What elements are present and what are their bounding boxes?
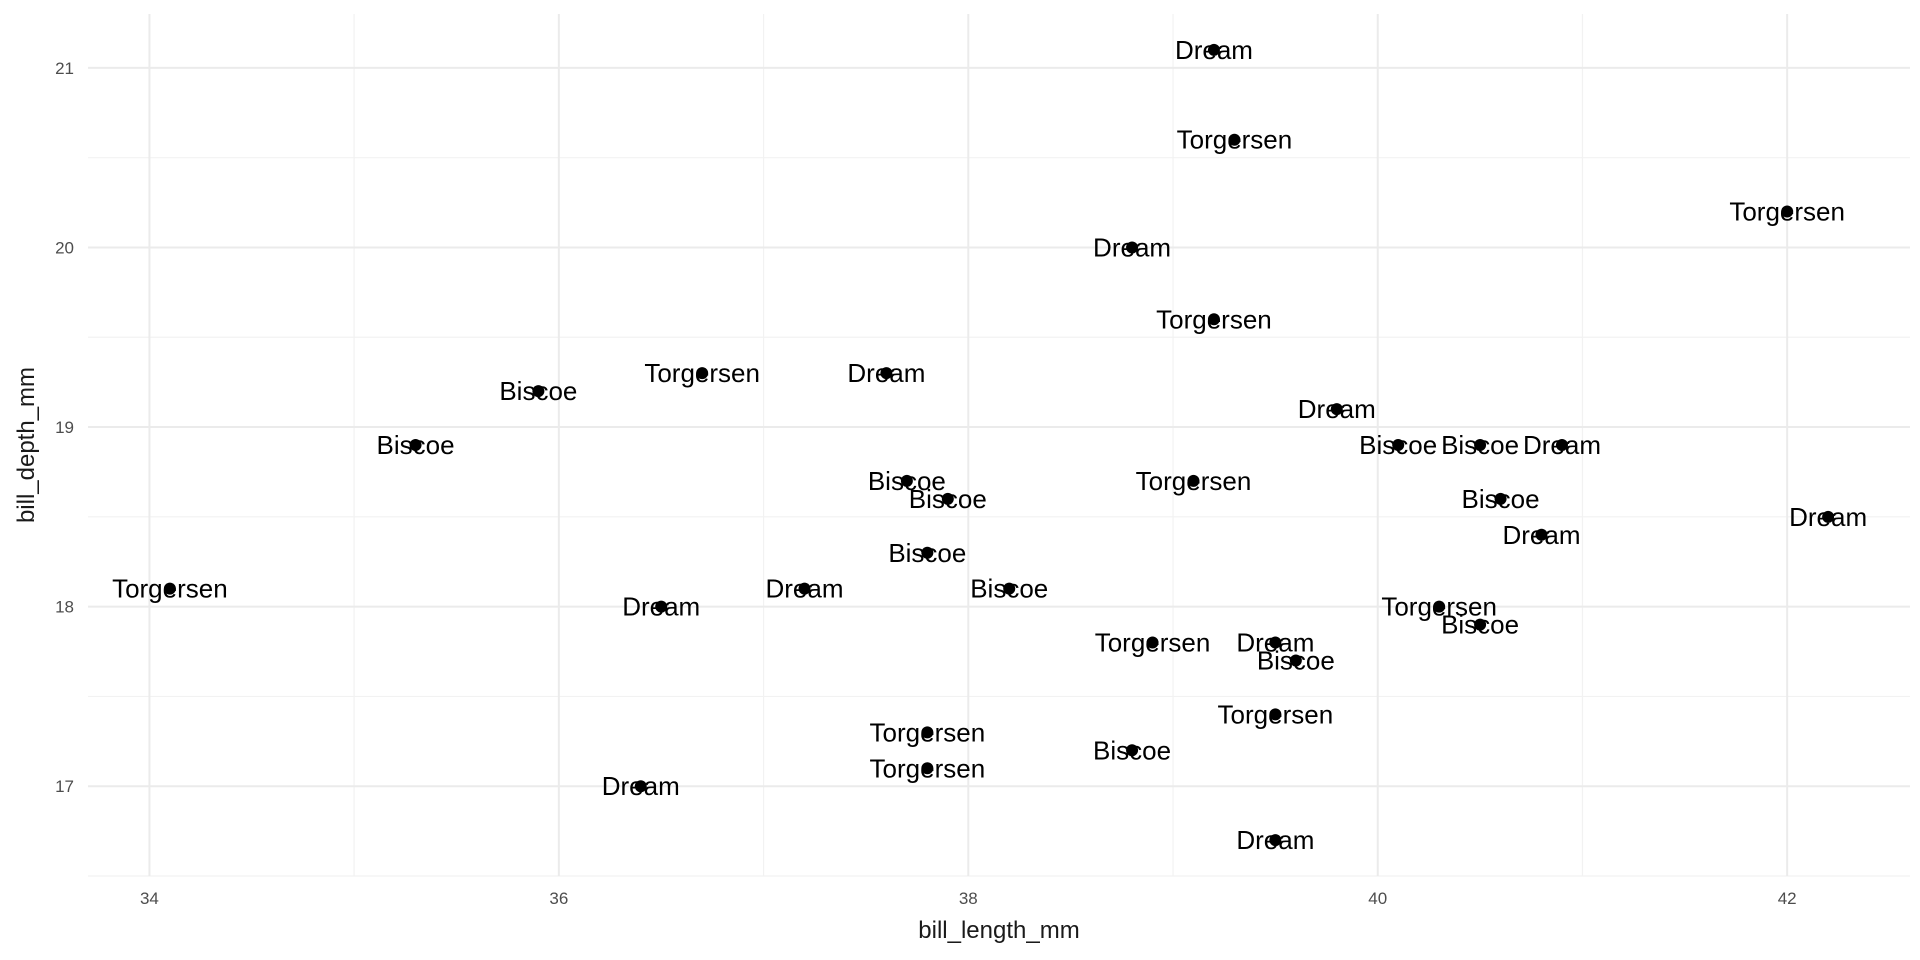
x-tick-label: 38	[959, 889, 978, 908]
x-tick-label: 40	[1368, 889, 1387, 908]
point-label: Dream	[1175, 35, 1253, 65]
point-label: Torgersen	[1095, 628, 1211, 658]
minor-gridlines	[88, 14, 1910, 877]
point-label: Torgersen	[870, 753, 986, 783]
point-labels: DreamTorgersenTorgersenDreamTorgersenBis…	[112, 35, 1867, 855]
point-label: Torgersen	[1136, 466, 1252, 496]
major-gridlines	[88, 14, 1910, 876]
point-label: Biscoe	[499, 376, 577, 406]
point-label: Torgersen	[1218, 699, 1334, 729]
point-label: Biscoe	[1093, 735, 1171, 765]
point-label: Biscoe	[1359, 430, 1437, 460]
y-axis-title: bill_depth_mm	[13, 367, 40, 523]
y-tick-label: 20	[55, 238, 74, 257]
point-label: Dream	[847, 358, 925, 388]
point-label: Biscoe	[1441, 610, 1519, 640]
data-point	[409, 439, 422, 451]
point-label: Biscoe	[1462, 484, 1540, 514]
data-point	[1003, 582, 1016, 595]
point-label: Dream	[1789, 502, 1867, 532]
data-point	[1228, 133, 1241, 146]
point-label: Torgersen	[1729, 197, 1845, 227]
data-point	[1146, 636, 1159, 649]
point-label: Biscoe	[377, 430, 455, 460]
data-point	[1474, 439, 1487, 451]
point-label: Dream	[1502, 520, 1580, 550]
point-label: Biscoe	[1441, 430, 1519, 460]
y-tick-label: 18	[55, 598, 74, 617]
point-label: Biscoe	[1257, 646, 1335, 676]
y-axis-ticks: 17 18 19 20 21	[55, 59, 74, 796]
data-point	[1433, 600, 1446, 613]
data-point	[1822, 510, 1835, 523]
point-label: Dream	[1298, 394, 1376, 424]
data-point	[1269, 636, 1282, 649]
y-tick-label: 19	[55, 418, 74, 437]
data-point	[1392, 439, 1405, 451]
data-point	[900, 474, 913, 487]
data-point	[921, 762, 934, 775]
point-label: Torgersen	[870, 717, 986, 747]
data-point	[1330, 403, 1343, 416]
data-point	[634, 780, 647, 793]
data-point	[163, 582, 176, 595]
data-point	[1781, 205, 1794, 218]
x-tick-label: 42	[1778, 889, 1797, 908]
x-tick-label: 36	[549, 889, 568, 908]
data-point	[941, 492, 954, 505]
point-label: Dream	[1093, 232, 1171, 262]
y-tick-label: 17	[55, 777, 74, 796]
point-label: Torgersen	[1177, 125, 1293, 155]
y-tick-label: 21	[55, 59, 74, 78]
point-label: Torgersen	[1381, 592, 1497, 622]
point-label: Dream	[766, 574, 844, 604]
point-label: Biscoe	[970, 574, 1048, 604]
data-point	[1269, 834, 1282, 847]
point-label: Biscoe	[909, 484, 987, 514]
point-label: Dream	[1236, 628, 1314, 658]
data-point	[1289, 654, 1302, 667]
data-point	[655, 600, 668, 613]
data-point	[1474, 618, 1487, 631]
x-tick-label: 34	[140, 889, 159, 908]
data-point	[880, 367, 893, 380]
data-point	[1207, 313, 1220, 326]
point-label: Torgersen	[112, 574, 228, 604]
point-label: Biscoe	[888, 538, 966, 568]
data-point	[1535, 528, 1548, 541]
data-point	[921, 726, 934, 739]
x-axis-title: bill_length_mm	[918, 917, 1079, 944]
data-point	[1207, 43, 1220, 56]
data-point	[696, 367, 709, 380]
point-label: Biscoe	[868, 466, 946, 496]
data-point	[532, 385, 545, 398]
data-points	[163, 43, 1835, 847]
point-label: Dream	[1236, 825, 1314, 855]
point-label: Dream	[1523, 430, 1601, 460]
data-point	[1555, 439, 1568, 451]
data-point	[1126, 744, 1139, 757]
data-point	[798, 582, 811, 595]
x-axis-ticks: 34 36 38 40 42	[140, 889, 1797, 908]
data-point	[1494, 492, 1507, 505]
data-point	[1187, 474, 1200, 487]
data-point	[1269, 708, 1282, 721]
data-point	[921, 546, 934, 559]
point-label: Torgersen	[1156, 304, 1272, 334]
point-label: Torgersen	[644, 358, 760, 388]
point-label: Dream	[622, 592, 700, 622]
point-label: Dream	[602, 771, 680, 801]
data-point	[1126, 241, 1139, 254]
